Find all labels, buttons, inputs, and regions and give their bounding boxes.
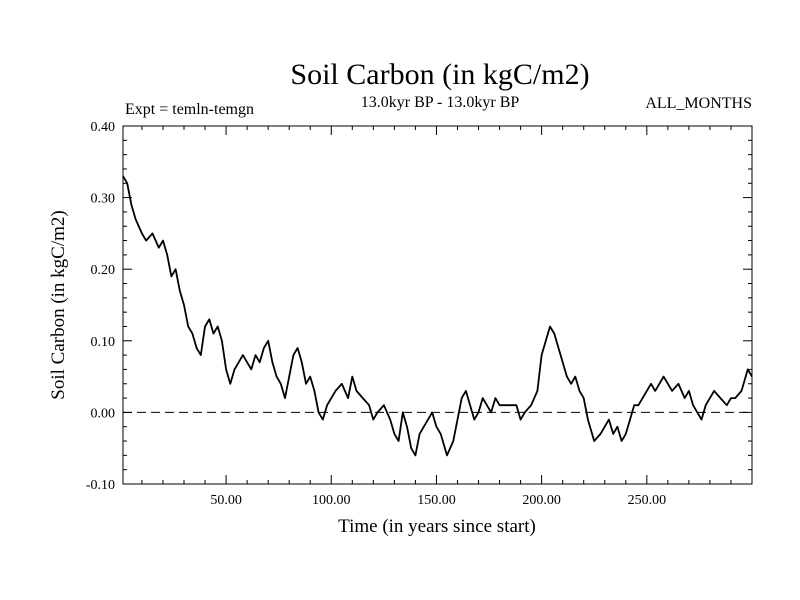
- chart-title: Soil Carbon (in kgC/m2): [290, 58, 589, 91]
- y-tick-label: 0.20: [91, 263, 116, 278]
- x-tick-label: 50.00: [210, 493, 242, 508]
- x-axis-label: Time (in years since start): [338, 516, 536, 537]
- months-label: ALL_MONTHS: [645, 95, 752, 112]
- x-tick-label: 250.00: [628, 493, 667, 508]
- x-tick-label: 100.00: [312, 493, 351, 508]
- experiment-label: Expt = temln-temgn: [125, 101, 254, 118]
- x-tick-label: 200.00: [522, 493, 561, 508]
- y-tick-label: 0.10: [91, 335, 116, 350]
- plot-frame: [122, 125, 753, 485]
- y-tick-label: 0.40: [91, 120, 116, 135]
- plot-area: 50.00 100.00 150.00 200.00 250.00 0.40 0.30 0.2…: [86, 120, 753, 508]
- period-label: 13.0kyr BP - 13.0kyr BP: [361, 94, 520, 111]
- y-tick-label: -0.10: [86, 478, 115, 493]
- series-line: [122, 175, 753, 457]
- y-axis-label: Soil Carbon (in kgC/m2): [48, 210, 69, 399]
- x-tick-label: 150.00: [417, 493, 456, 508]
- y-tick-label: 0.00: [91, 406, 116, 421]
- y-tick-label: 0.30: [91, 192, 116, 207]
